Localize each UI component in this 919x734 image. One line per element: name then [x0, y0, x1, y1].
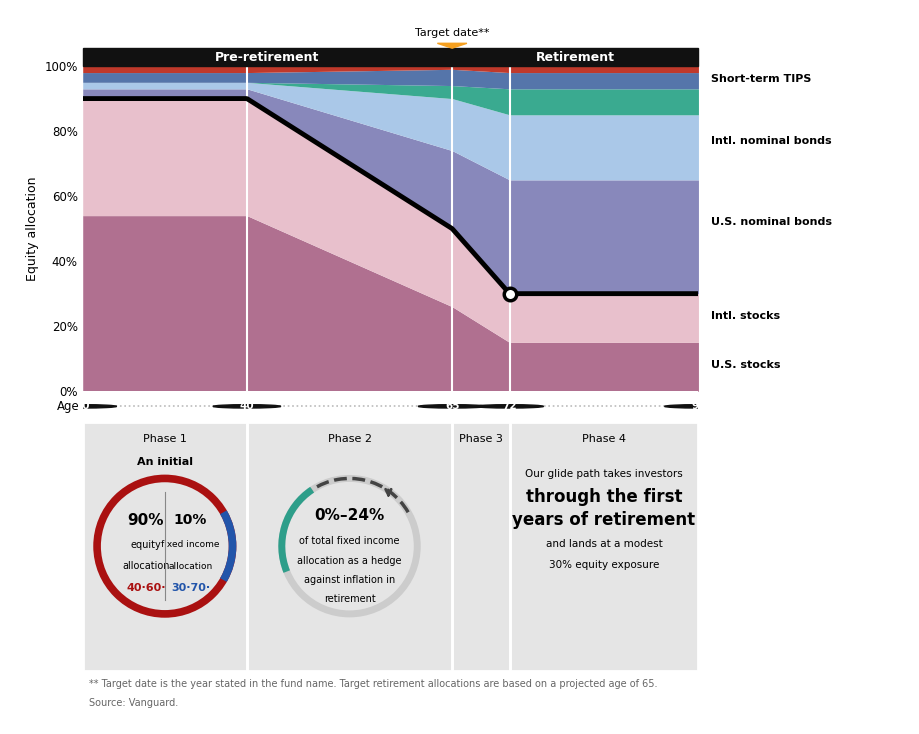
Bar — [247, 421, 452, 671]
Text: 72: 72 — [503, 401, 516, 411]
Text: Intl. stocks: Intl. stocks — [710, 311, 780, 321]
Polygon shape — [437, 43, 467, 48]
Text: Phase 4: Phase 4 — [582, 434, 626, 444]
Bar — [83, 421, 247, 671]
Text: Phase 2: Phase 2 — [327, 434, 371, 444]
Text: Phase 1: Phase 1 — [142, 434, 187, 444]
Text: retirement: retirement — [323, 594, 375, 604]
Bar — [83, 48, 452, 66]
Text: Pre-retirement: Pre-retirement — [215, 51, 320, 65]
Text: Retirement: Retirement — [536, 51, 615, 65]
Text: allocation: allocation — [122, 562, 170, 572]
Text: 90%: 90% — [128, 513, 165, 528]
Text: and lands at a modest: and lands at a modest — [546, 539, 663, 549]
Text: Intl. nominal bonds: Intl. nominal bonds — [710, 136, 832, 146]
Text: Target date**: Target date** — [414, 29, 490, 38]
Circle shape — [476, 404, 543, 408]
Text: equity: equity — [130, 539, 161, 550]
Text: U.S. stocks: U.S. stocks — [710, 360, 780, 370]
Text: 65: 65 — [445, 401, 460, 411]
Bar — [452, 421, 510, 671]
Text: Our glide path takes investors: Our glide path takes investors — [525, 469, 683, 479]
Text: 30% equity exposure: 30% equity exposure — [549, 560, 659, 570]
Text: 40: 40 — [240, 401, 255, 411]
Circle shape — [49, 404, 117, 408]
Circle shape — [664, 404, 732, 408]
Text: Phase 3: Phase 3 — [459, 434, 503, 444]
Text: allocation: allocation — [168, 562, 212, 571]
Text: years of retirement: years of retirement — [513, 512, 696, 529]
Text: 30·70·: 30·70· — [171, 583, 210, 593]
Text: through the first: through the first — [526, 488, 682, 506]
Text: of total fixed income: of total fixed income — [300, 536, 400, 546]
Text: ** Target date is the year stated in the fund name. Target retirement allocation: ** Target date is the year stated in the… — [89, 679, 657, 689]
Y-axis label: Equity allocation: Equity allocation — [26, 176, 39, 281]
Circle shape — [418, 404, 486, 408]
Text: 40·60·: 40·60· — [126, 583, 165, 593]
Text: fixed income: fixed income — [162, 540, 220, 549]
Text: Short-term TIPS: Short-term TIPS — [710, 74, 811, 84]
Text: An initial: An initial — [137, 457, 193, 467]
Bar — [452, 48, 698, 66]
Bar — [510, 421, 698, 671]
Text: 0%–24%: 0%–24% — [314, 508, 385, 523]
Text: 20: 20 — [75, 401, 90, 411]
Text: allocation as a hedge: allocation as a hedge — [297, 556, 402, 566]
Text: 95: 95 — [691, 401, 706, 411]
Text: U.S. nominal bonds: U.S. nominal bonds — [710, 217, 832, 227]
Text: Age: Age — [57, 400, 80, 413]
Text: Source: Vanguard.: Source: Vanguard. — [89, 697, 178, 708]
Circle shape — [213, 404, 281, 408]
Text: against inflation in: against inflation in — [304, 575, 395, 585]
Text: 10%: 10% — [174, 513, 207, 528]
